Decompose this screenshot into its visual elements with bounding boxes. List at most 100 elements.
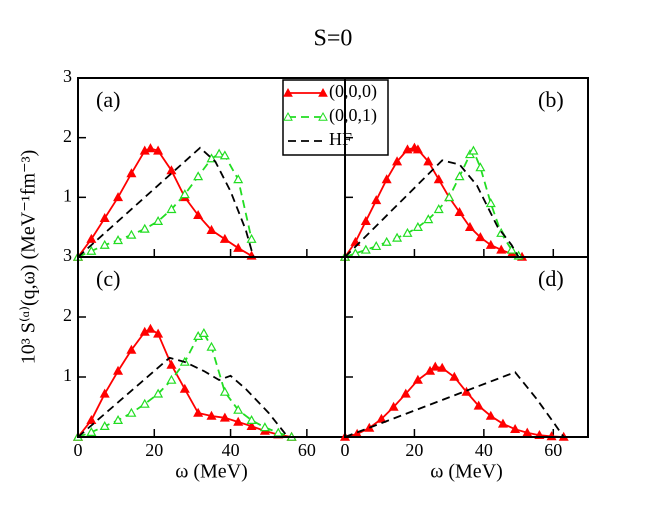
legend-marker xyxy=(318,111,328,121)
marker xyxy=(219,412,230,422)
marker xyxy=(153,215,164,225)
marker xyxy=(139,223,150,233)
marker xyxy=(444,192,455,202)
x-tick-label: 60 xyxy=(544,440,562,460)
marker xyxy=(113,414,124,424)
panel-label: (a) xyxy=(96,87,120,112)
x-tick-label: 20 xyxy=(405,440,423,460)
marker xyxy=(510,423,521,433)
marker xyxy=(99,388,110,398)
marker xyxy=(461,386,472,396)
marker xyxy=(219,386,230,396)
marker xyxy=(402,144,413,154)
marker xyxy=(126,344,137,354)
marker xyxy=(381,174,392,184)
y-tick-label: 3 xyxy=(63,245,72,265)
marker xyxy=(412,144,423,154)
marker xyxy=(126,229,137,239)
marker xyxy=(206,341,217,351)
marker xyxy=(86,245,97,255)
marker xyxy=(219,150,230,160)
marker xyxy=(113,235,124,245)
y-tick-label: 1 xyxy=(63,365,72,385)
y-tick-label: 1 xyxy=(63,185,72,205)
marker xyxy=(233,416,244,426)
marker xyxy=(360,215,371,225)
marker xyxy=(166,204,177,214)
marker xyxy=(433,174,444,184)
marker xyxy=(430,361,441,371)
marker xyxy=(86,426,97,436)
marker xyxy=(198,327,209,337)
marker xyxy=(99,420,110,430)
legend: (0,0,0) (0,0,1) HF xyxy=(282,79,389,156)
marker xyxy=(86,233,97,243)
marker xyxy=(166,165,177,175)
marker xyxy=(206,224,217,234)
series-line xyxy=(344,159,520,258)
marker xyxy=(193,171,204,181)
marker xyxy=(246,420,257,430)
marker xyxy=(219,233,230,243)
marker xyxy=(412,374,423,384)
marker xyxy=(99,212,110,223)
marker xyxy=(145,143,156,153)
marker xyxy=(392,232,403,242)
series-line xyxy=(344,371,565,438)
x-axis-label: ω (MeV) xyxy=(430,461,503,483)
marker xyxy=(166,359,177,369)
marker xyxy=(473,400,484,410)
marker xyxy=(402,227,413,237)
series-line xyxy=(344,146,523,258)
marker xyxy=(139,398,150,408)
panel-label: (b) xyxy=(538,87,564,112)
y-axis-label: 10³ S⁽ᵅ⁾(q,ω) (MeV⁻¹fm⁻³) xyxy=(18,150,40,364)
marker xyxy=(371,195,382,205)
marker xyxy=(485,198,496,208)
panel: 0 20 40 60 ω (MeV) (d) xyxy=(339,256,589,483)
marker xyxy=(449,371,460,381)
y-tick-label: 2 xyxy=(63,126,72,146)
x-tick-label: 0 xyxy=(341,440,350,460)
plot-frame xyxy=(344,256,589,438)
marker xyxy=(206,410,217,420)
x-axis-label: ω (MeV) xyxy=(175,461,248,483)
legend-label: HF xyxy=(329,129,352,149)
marker xyxy=(214,148,225,158)
marker xyxy=(246,414,257,424)
legend-marker xyxy=(283,111,293,121)
marker xyxy=(233,242,244,252)
series-line xyxy=(77,327,292,438)
marker xyxy=(153,388,164,398)
marker xyxy=(400,388,411,398)
marker xyxy=(113,365,124,375)
marker xyxy=(233,174,244,184)
marker xyxy=(259,422,270,432)
marker xyxy=(193,209,204,220)
marker xyxy=(179,189,190,199)
series-line xyxy=(77,356,289,438)
marker xyxy=(496,244,507,254)
marker xyxy=(506,244,517,254)
marker xyxy=(454,207,465,217)
panel-label: (c) xyxy=(96,266,120,291)
marker xyxy=(423,156,434,166)
figure-title: S=0 xyxy=(314,26,353,52)
legend-label: (0,0,0) xyxy=(329,81,377,102)
marker xyxy=(464,221,475,231)
legend-marker xyxy=(283,87,293,97)
marker xyxy=(166,374,177,384)
marker xyxy=(468,145,479,155)
panel-label: (d) xyxy=(538,266,564,291)
marker xyxy=(485,410,496,420)
marker xyxy=(113,192,124,202)
y-tick-label: 3 xyxy=(63,66,72,86)
marker xyxy=(485,239,496,249)
y-tick-label: 2 xyxy=(63,305,72,325)
marker xyxy=(145,323,156,333)
x-tick-label: 0 xyxy=(74,440,83,460)
panel: 0 20 40 60 1 2 3 ω (MeV) (c) xyxy=(63,245,346,483)
x-tick-label: 20 xyxy=(145,440,163,460)
x-tick-label: 40 xyxy=(222,440,240,460)
